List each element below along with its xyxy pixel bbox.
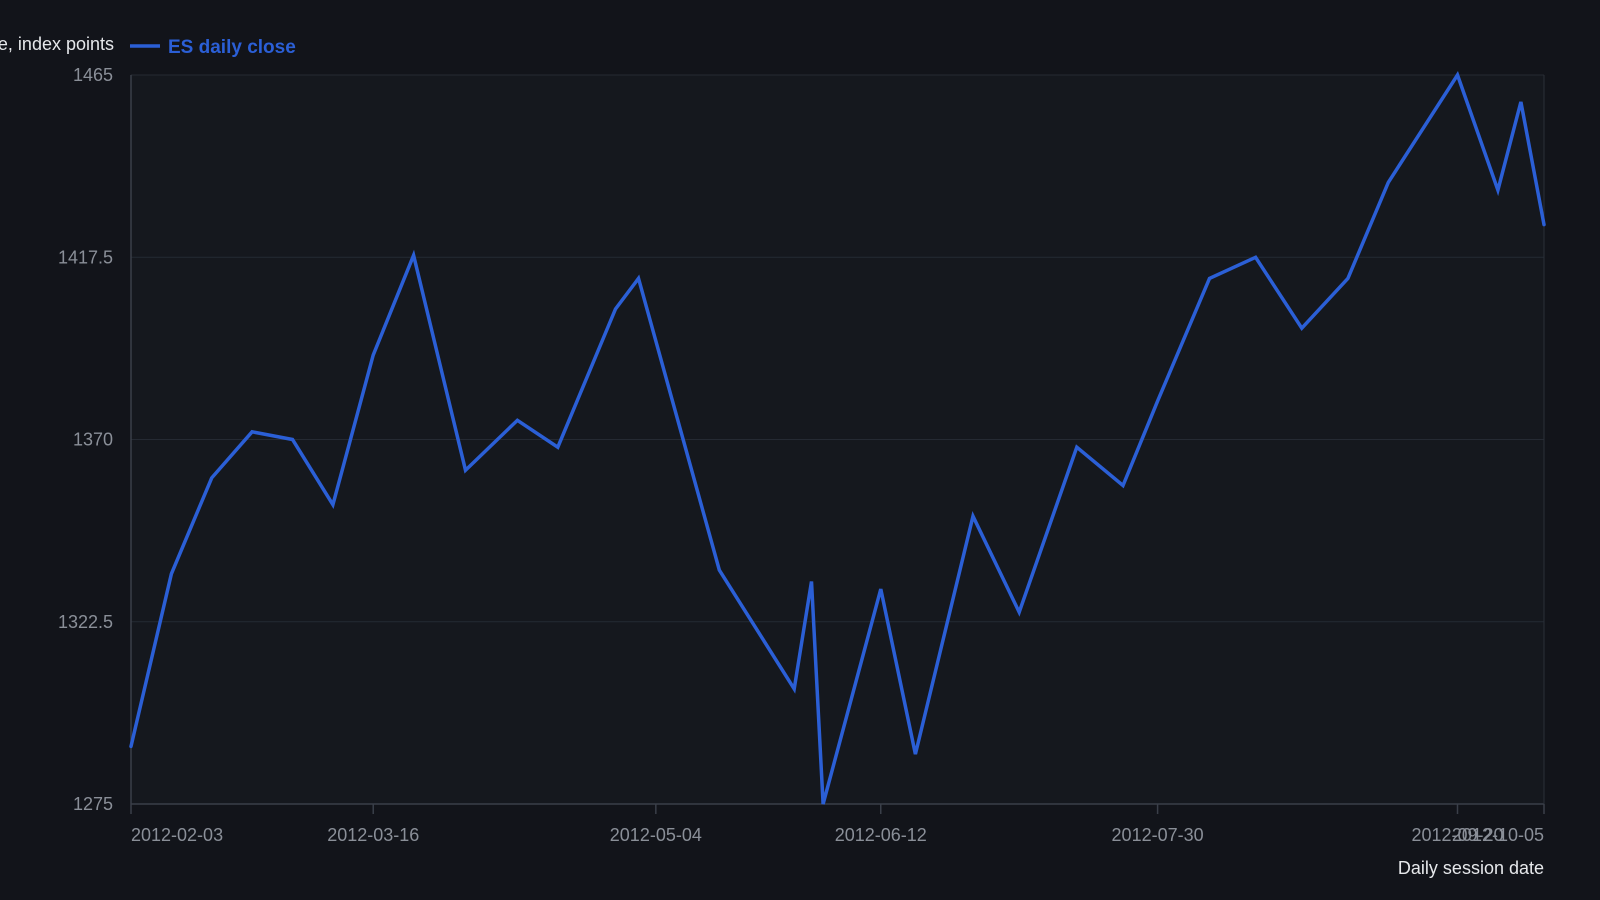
series-line [129, 71, 1546, 805]
y-tick-label: 1465 [73, 65, 113, 85]
x-tick-label: 2012-05-04 [610, 825, 702, 845]
series-lines [129, 71, 1546, 805]
x-tick-label: 2012-09-20 [1411, 825, 1503, 845]
grid-lines [131, 74, 1544, 623]
x-tick-label: 2012-10-05 [1452, 825, 1544, 845]
x-tick-label: 2012-07-30 [1112, 825, 1204, 845]
y-tick-label: 1275 [73, 794, 113, 814]
x-axis-title: Daily session date [1398, 858, 1544, 878]
x-tick-label: 2012-02-03 [131, 825, 223, 845]
y-tick-label: 1370 [73, 430, 113, 450]
x-ticks: 2012-02-03 2012-03-16 2012-05-04 2012-06-12… [130, 804, 1545, 845]
y-ticks: 1275 1322.5 1370 1417.5 1465 [58, 65, 113, 814]
y-tick-label: 1322.5 [58, 612, 113, 632]
y-tick-label: 1417.5 [58, 247, 113, 267]
y-axis-title: Close, index points [0, 34, 114, 54]
x-tick-label: 2012-03-16 [327, 825, 419, 845]
legend: Close, index points ES daily close [0, 34, 296, 58]
x-tick-label: 2012-06-12 [835, 825, 927, 845]
legend-label: ES daily close [168, 37, 296, 58]
axes [130, 75, 1545, 805]
